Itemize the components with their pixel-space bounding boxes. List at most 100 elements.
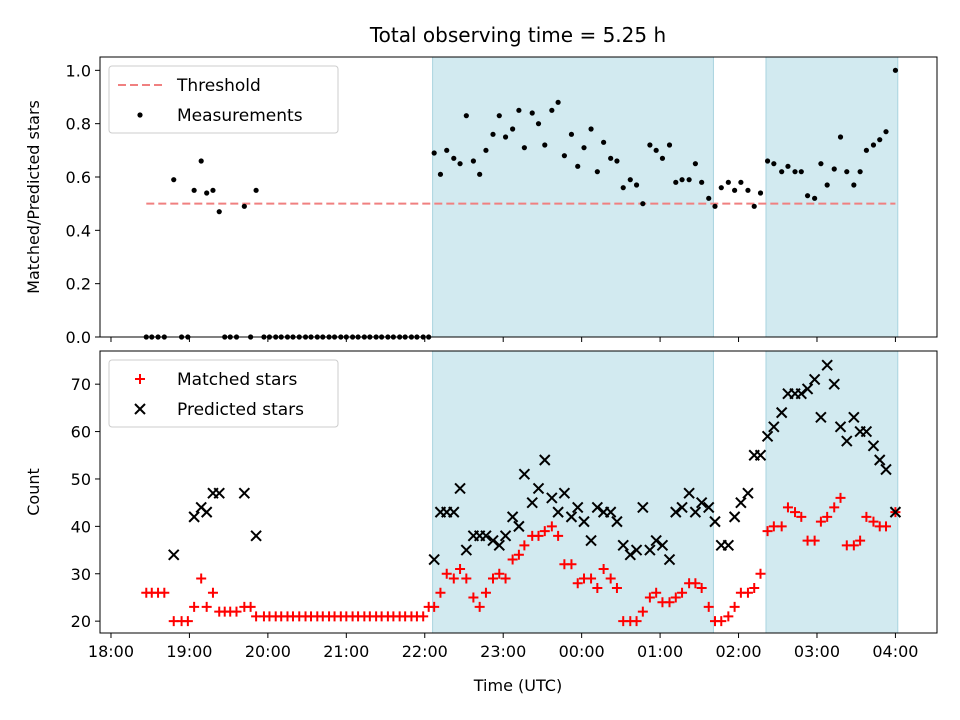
data-point — [565, 511, 578, 523]
data-point — [870, 142, 877, 148]
data-point — [533, 530, 544, 541]
data-point — [692, 161, 698, 167]
y-tick-label: 40 — [71, 517, 91, 536]
data-point — [742, 587, 753, 598]
data-point — [742, 487, 754, 499]
data-point — [418, 611, 429, 622]
data-point — [683, 487, 695, 499]
series-matched-stars — [141, 492, 901, 627]
data-point — [644, 544, 656, 556]
data-point — [716, 616, 727, 627]
data-point — [762, 526, 773, 537]
data-point — [798, 169, 804, 175]
data-point — [487, 534, 499, 547]
data-point — [204, 190, 210, 196]
data-point — [828, 378, 840, 390]
data-point — [429, 601, 440, 612]
data-point — [829, 502, 840, 513]
legend: Threshold Measurements — [108, 65, 339, 134]
data-point — [703, 501, 715, 514]
x-tick-label: 03:00 — [794, 642, 840, 661]
data-point — [790, 507, 801, 518]
data-point — [812, 195, 818, 201]
data-point — [506, 511, 519, 523]
data-point — [507, 554, 518, 565]
legend-label: Measurements — [177, 106, 303, 126]
x-tick-label: 01:00 — [637, 642, 683, 661]
x-tick-label: 00:00 — [559, 642, 605, 661]
data-point — [483, 147, 489, 153]
data-point — [518, 468, 531, 480]
data-point — [210, 187, 216, 193]
data-point — [207, 587, 218, 598]
data-point — [488, 573, 499, 584]
data-point — [801, 383, 814, 395]
data-point — [703, 601, 714, 612]
data-point — [539, 454, 551, 466]
data-point — [477, 171, 483, 177]
data-point — [848, 540, 859, 551]
data-point — [608, 155, 614, 161]
data-point — [585, 534, 597, 547]
data-point — [880, 463, 892, 476]
x-tick-label: 02:00 — [715, 642, 761, 661]
data-point — [182, 616, 193, 627]
data-point — [496, 113, 502, 119]
data-point — [857, 169, 863, 175]
panel-2: 20 30 40 50 60 70 18:00 19:00 20:00 21:00 22:00 23:… — [24, 350, 938, 661]
data-point — [539, 526, 550, 537]
data-point — [664, 597, 675, 608]
data-point — [594, 169, 600, 175]
data-point — [238, 487, 251, 499]
data-point — [749, 582, 760, 593]
data-point — [841, 435, 853, 447]
data-point — [253, 187, 259, 193]
data-point — [521, 145, 527, 151]
data-point — [771, 161, 777, 167]
data-point — [572, 501, 584, 514]
data-point — [592, 582, 603, 593]
data-point — [604, 506, 617, 518]
highlight-span — [432, 56, 714, 338]
data-point — [656, 539, 669, 552]
x-tick-label: 23:00 — [480, 642, 526, 661]
y-tick-label: 20 — [71, 612, 91, 631]
legend-label: Predicted stars — [177, 400, 304, 420]
data-point — [785, 163, 791, 169]
data-point — [666, 142, 673, 148]
data-point — [647, 142, 653, 148]
data-point — [198, 158, 204, 164]
y-tick-label: 50 — [71, 470, 91, 489]
y-tick-label: 0.2 — [66, 275, 91, 294]
data-point — [861, 511, 872, 522]
data-point — [663, 553, 676, 566]
data-point — [706, 195, 712, 201]
data-point — [851, 182, 857, 188]
data-point — [696, 582, 707, 593]
data-point — [448, 573, 459, 584]
data-point — [755, 568, 766, 579]
data-point — [761, 430, 774, 443]
data-point — [455, 564, 466, 575]
data-point — [431, 150, 437, 156]
data-point — [690, 578, 701, 589]
data-point — [437, 171, 444, 177]
data-point — [834, 421, 847, 433]
data-point — [728, 511, 741, 523]
data-point — [586, 573, 597, 584]
data-point — [435, 587, 446, 598]
data-point — [860, 425, 873, 438]
data-point — [644, 592, 655, 603]
data-point — [461, 573, 472, 584]
data-point — [877, 137, 883, 143]
data-point — [526, 496, 538, 509]
data-point — [572, 578, 583, 589]
data-point — [568, 131, 575, 137]
data-point — [196, 573, 207, 584]
data-point — [709, 515, 721, 528]
data-point — [889, 506, 902, 518]
legend: Matched stars Predicted stars — [108, 359, 339, 428]
data-point — [171, 177, 177, 183]
data-point — [611, 515, 623, 528]
data-point — [637, 606, 648, 617]
